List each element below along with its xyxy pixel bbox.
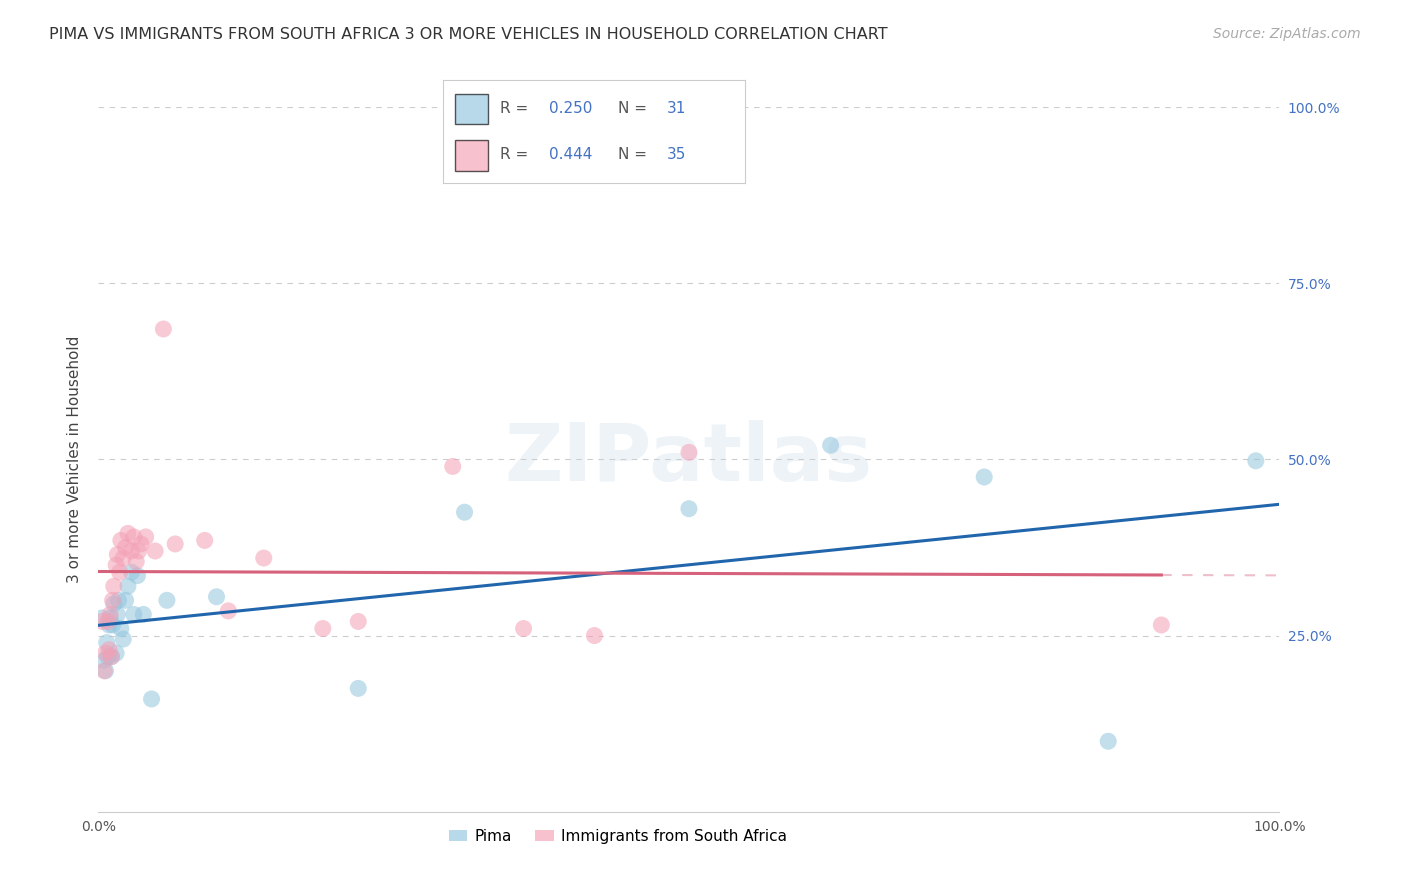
Point (91, 615, 114, 629)
Y-axis label: 3 or more Vehicles in Household: 3 or more Vehicles in Household (67, 335, 83, 583)
Point (125, 555, 148, 569)
Point (512, 622, 534, 636)
Point (135, 530, 157, 544)
Text: Source: ZipAtlas.com: Source: ZipAtlas.com (1213, 27, 1361, 41)
Point (110, 622, 132, 636)
Point (453, 505, 475, 519)
Point (97, 649, 120, 664)
Point (101, 593, 124, 607)
Point (156, 593, 179, 607)
Text: 0.444: 0.444 (548, 147, 592, 162)
Text: R =: R = (501, 101, 533, 116)
Point (94, 646, 117, 660)
Point (94, 664, 117, 678)
FancyBboxPatch shape (456, 140, 488, 170)
Point (98, 611, 121, 625)
Point (98, 642, 121, 657)
Point (112, 632, 135, 646)
Point (312, 622, 335, 636)
Point (98, 618, 121, 632)
Text: N =: N = (619, 101, 652, 116)
Point (205, 590, 228, 604)
Point (152, 322, 174, 336)
Point (143, 544, 166, 558)
Point (107, 593, 129, 607)
Point (217, 604, 239, 618)
Point (127, 568, 149, 582)
Point (105, 548, 128, 562)
Text: N =: N = (619, 147, 652, 162)
Point (98, 607, 121, 622)
Point (91, 611, 114, 625)
Point (121, 565, 143, 579)
Point (129, 537, 152, 551)
Point (132, 607, 155, 622)
Point (128, 544, 150, 558)
Point (103, 597, 125, 611)
Point (121, 544, 143, 558)
Point (103, 579, 125, 593)
Point (93, 664, 115, 678)
Text: 31: 31 (666, 101, 686, 116)
Legend: Pima, Immigrants from South Africa: Pima, Immigrants from South Africa (443, 822, 793, 850)
Point (165, 537, 187, 551)
Point (1097, 734, 1119, 748)
Point (820, 438, 842, 452)
Point (105, 607, 128, 622)
Point (973, 470, 995, 484)
Point (105, 646, 128, 660)
Point (114, 593, 136, 607)
Text: ZIPatlas: ZIPatlas (505, 420, 873, 499)
Point (97, 615, 120, 629)
Point (112, 551, 135, 566)
Point (114, 541, 136, 555)
Point (117, 579, 139, 593)
Point (93, 653, 115, 667)
Text: R =: R = (501, 147, 533, 162)
Point (96, 635, 118, 649)
Text: 35: 35 (666, 147, 686, 162)
Point (1244, 454, 1267, 468)
Point (108, 565, 131, 579)
Point (583, 628, 606, 642)
Point (141, 692, 163, 706)
Point (347, 681, 370, 696)
Point (122, 530, 145, 544)
Point (105, 558, 128, 573)
Point (678, 445, 700, 459)
Point (194, 533, 217, 548)
Point (678, 501, 700, 516)
Point (122, 607, 145, 622)
Point (253, 551, 276, 566)
Point (110, 533, 132, 548)
FancyBboxPatch shape (456, 94, 488, 124)
Point (100, 649, 122, 664)
Point (441, 459, 464, 474)
Point (1150, 618, 1173, 632)
Point (117, 526, 139, 541)
Text: 0.250: 0.250 (548, 101, 592, 116)
Text: PIMA VS IMMIGRANTS FROM SOUTH AFRICA 3 OR MORE VEHICLES IN HOUSEHOLD CORRELATION: PIMA VS IMMIGRANTS FROM SOUTH AFRICA 3 O… (49, 27, 887, 42)
Point (100, 649, 122, 664)
Point (101, 618, 124, 632)
Point (347, 615, 370, 629)
